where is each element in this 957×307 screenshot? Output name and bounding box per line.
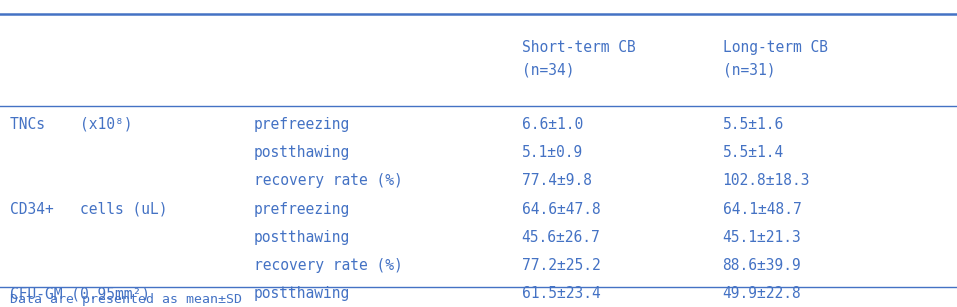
Text: recovery rate (%): recovery rate (%) bbox=[254, 258, 402, 273]
Text: Short-term CB
(n=34): Short-term CB (n=34) bbox=[522, 40, 635, 77]
Text: 77.2±25.2: 77.2±25.2 bbox=[522, 258, 600, 273]
Text: 6.6±1.0: 6.6±1.0 bbox=[522, 117, 583, 132]
Text: 5.1±0.9: 5.1±0.9 bbox=[522, 145, 583, 160]
Text: 64.6±47.8: 64.6±47.8 bbox=[522, 202, 600, 216]
Text: Data are presented as mean±SD: Data are presented as mean±SD bbox=[10, 293, 241, 306]
Text: Long-term CB
(n=31): Long-term CB (n=31) bbox=[723, 40, 828, 77]
Text: 61.5±23.4: 61.5±23.4 bbox=[522, 286, 600, 301]
Text: 64.1±48.7: 64.1±48.7 bbox=[723, 202, 801, 216]
Text: 102.8±18.3: 102.8±18.3 bbox=[723, 173, 810, 188]
Text: CFU-GM (0.95mm²): CFU-GM (0.95mm²) bbox=[10, 286, 149, 301]
Text: recovery rate (%): recovery rate (%) bbox=[254, 173, 402, 188]
Text: 49.9±22.8: 49.9±22.8 bbox=[723, 286, 801, 301]
Text: postthawing: postthawing bbox=[254, 286, 350, 301]
Text: TNCs    (x10⁸): TNCs (x10⁸) bbox=[10, 117, 132, 132]
Text: 45.1±21.3: 45.1±21.3 bbox=[723, 230, 801, 245]
Text: postthawing: postthawing bbox=[254, 145, 350, 160]
Text: 88.6±39.9: 88.6±39.9 bbox=[723, 258, 801, 273]
Text: 5.5±1.4: 5.5±1.4 bbox=[723, 145, 784, 160]
Text: 77.4±9.8: 77.4±9.8 bbox=[522, 173, 591, 188]
Text: prefreezing: prefreezing bbox=[254, 117, 350, 132]
Text: 45.6±26.7: 45.6±26.7 bbox=[522, 230, 600, 245]
Text: CD34+   cells (uL): CD34+ cells (uL) bbox=[10, 202, 167, 216]
Text: prefreezing: prefreezing bbox=[254, 202, 350, 216]
Text: 5.5±1.6: 5.5±1.6 bbox=[723, 117, 784, 132]
Text: postthawing: postthawing bbox=[254, 230, 350, 245]
